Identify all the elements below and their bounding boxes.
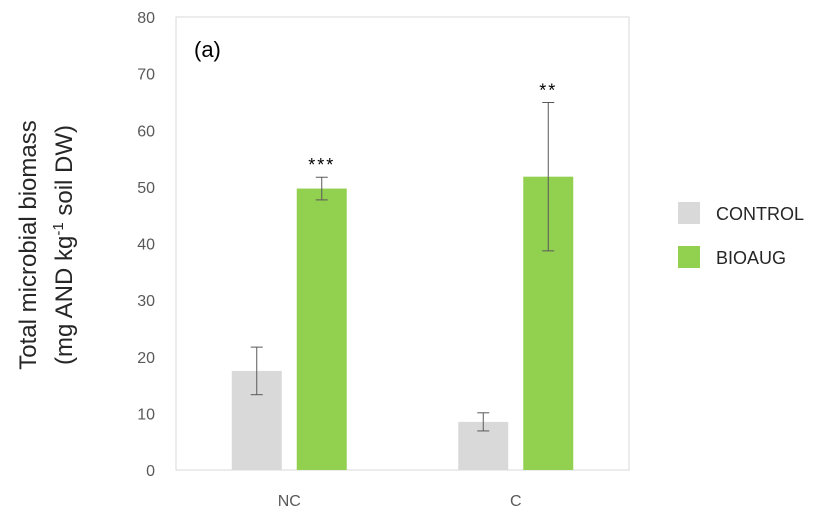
significance-marker: ** (539, 81, 557, 101)
significance-marker: *** (308, 155, 335, 175)
plot-area-frame (175, 16, 630, 471)
legend-swatch-bioaug (678, 246, 700, 268)
y-tick-label: 0 (146, 463, 155, 480)
legend-label-bioaug: BIOAUG (716, 248, 786, 268)
y-tick-label: 80 (137, 10, 155, 27)
significance-annotations: ***** (308, 81, 557, 176)
y-tick-label: 50 (137, 180, 155, 197)
legend-swatch-control (678, 202, 700, 224)
legend: CONTROL BIOAUG (678, 202, 804, 268)
x-axis-categories: NC C (278, 493, 522, 510)
y-axis-title-line2: (mg AND kg-1 soil DW) (50, 125, 78, 365)
y-axis-title: Total microbial biomass (mg AND kg-1 soi… (15, 120, 78, 369)
y-tick-label: 20 (137, 350, 155, 367)
y-tick-label: 30 (137, 293, 155, 310)
bars (231, 176, 574, 471)
y-axis-title-line1: Total microbial biomass (15, 120, 42, 369)
y-tick-label: 40 (137, 237, 155, 254)
x-category-label: C (510, 493, 522, 510)
panel-label: (a) (194, 37, 221, 62)
y-tick-label: 10 (137, 406, 155, 423)
y-tick-label: 60 (137, 123, 155, 140)
legend-label-control: CONTROL (716, 204, 804, 224)
error-bars (250, 102, 555, 432)
x-category-label: NC (278, 493, 301, 510)
y-tick-label: 70 (137, 67, 155, 84)
bar-bioaug-nc (296, 188, 347, 471)
y-axis-ticks: 0 10 20 30 40 50 60 70 80 (137, 10, 155, 480)
